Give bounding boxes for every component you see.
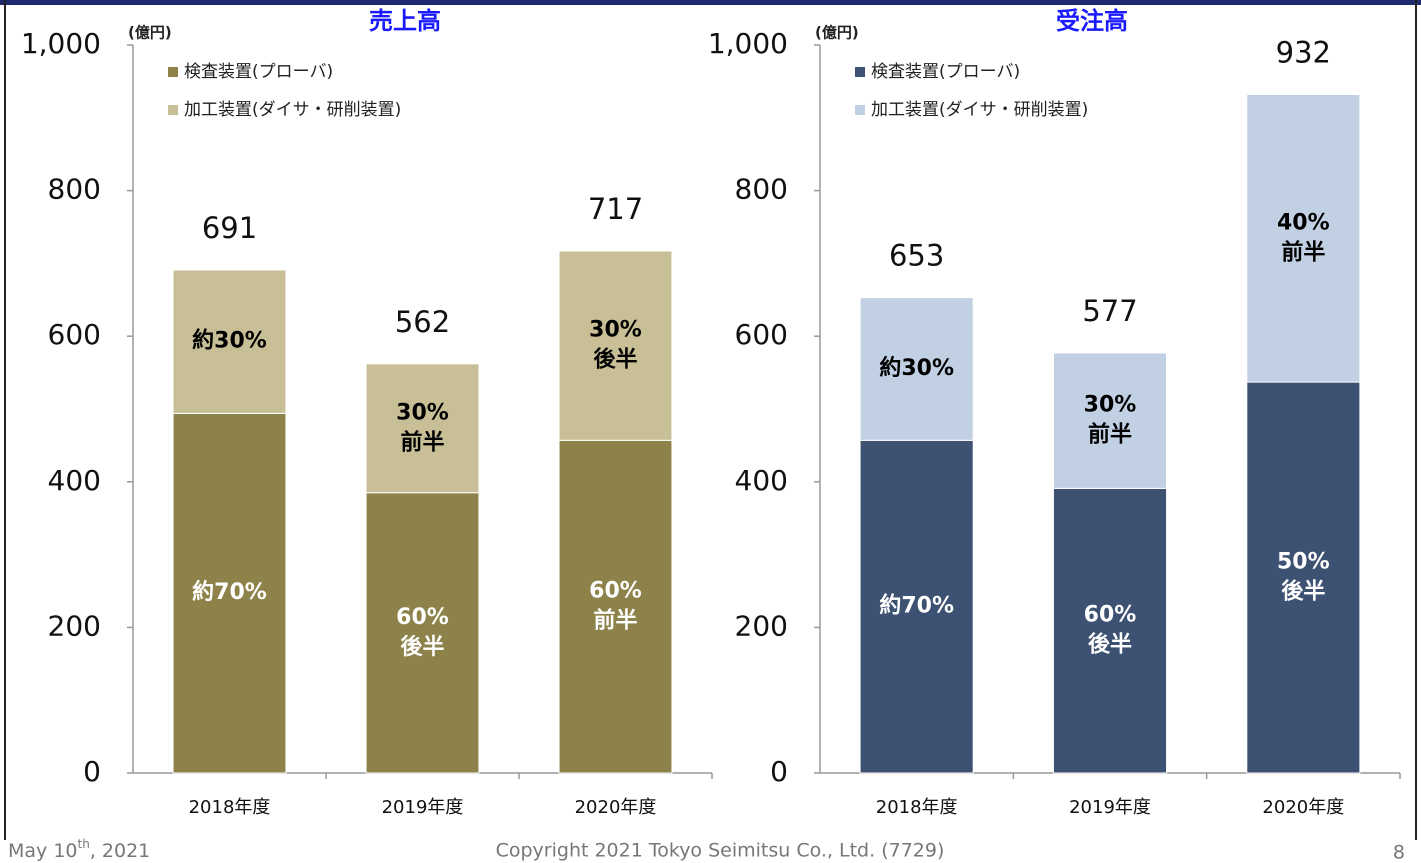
y-tick-label: 800: [735, 173, 788, 206]
segment-label: 30%: [396, 400, 449, 425]
segment-label: 前半: [593, 608, 637, 634]
legend-swatch: [855, 105, 865, 115]
date: May 10: [8, 840, 78, 862]
segment-label: 前半: [400, 429, 444, 455]
bar-segment: [558, 250, 673, 441]
bar-segment: [172, 269, 287, 414]
total-label: 653: [889, 239, 944, 273]
bar-segment: [1052, 352, 1168, 489]
segment-label: 前半: [1281, 239, 1325, 265]
chart-title: 売上高: [369, 7, 441, 35]
legend-label: 検査装置(プローバ): [184, 62, 333, 82]
y-tick-label: 1,000: [708, 27, 788, 60]
y-unit: (億円): [815, 24, 859, 42]
bar-segment: [365, 363, 480, 494]
x-tick-label: 2018年度: [189, 797, 271, 818]
bar-segment: [859, 297, 974, 441]
segment-label: 約70%: [192, 579, 267, 605]
segment-label: 約30%: [192, 328, 267, 354]
copyright: Copyright 2021 Tokyo Seimitsu Co., Ltd. …: [496, 840, 945, 862]
legend-swatch: [168, 105, 178, 115]
legend-label: 検査装置(プローバ): [871, 62, 1020, 82]
bar-segment: [859, 439, 974, 774]
y-tick-label: 400: [735, 464, 788, 497]
y-tick-label: 200: [735, 609, 788, 642]
segment-label: 60%: [396, 605, 449, 630]
top-rule: [0, 0, 1421, 5]
bar-segment: [1052, 487, 1168, 774]
legend-label: 加工装置(ダイサ・研削装置): [871, 100, 1088, 120]
page-number: 8: [1393, 842, 1405, 863]
total-label: 562: [395, 305, 450, 339]
segment-label: 約30%: [879, 355, 954, 381]
y-tick-label: 0: [83, 755, 101, 788]
x-tick-label: 2020年度: [575, 797, 657, 818]
date-rest: , 2021: [90, 840, 150, 862]
segment-label: 前半: [1088, 422, 1132, 448]
segment-label: 後半: [1088, 632, 1132, 658]
x-tick-label: 2020年度: [1262, 797, 1344, 818]
segment-label: 約70%: [879, 593, 954, 619]
date-suffix: th: [78, 837, 90, 851]
segment-label: 後半: [400, 634, 444, 660]
bar-segment: [1246, 381, 1361, 774]
y-unit: (億円): [128, 24, 172, 42]
legend-label: 加工装置(ダイサ・研削装置): [184, 100, 401, 120]
segment-label: 後半: [1281, 579, 1325, 605]
y-tick-label: 600: [735, 318, 788, 351]
segment-label: 30%: [589, 318, 642, 343]
segment-label: 60%: [1084, 603, 1137, 628]
total-label: 717: [588, 192, 643, 226]
bar-segment: [1246, 94, 1361, 383]
legend-swatch: [855, 67, 865, 77]
y-tick-label: 600: [48, 318, 101, 351]
bar-segment: [172, 412, 287, 774]
legend-swatch: [168, 67, 178, 77]
x-tick-label: 2018年度: [876, 797, 958, 818]
y-tick-label: 1,000: [21, 27, 101, 60]
y-tick-label: 800: [48, 173, 101, 206]
segment-label: 50%: [1277, 550, 1330, 575]
footer-date: May 10th, 2021: [8, 837, 150, 862]
y-tick-label: 200: [48, 609, 101, 642]
x-tick-label: 2019年度: [1069, 797, 1151, 818]
segment-label: 60%: [589, 579, 642, 604]
total-label: 577: [1082, 294, 1137, 328]
x-tick-label: 2019年度: [382, 797, 464, 818]
y-tick-label: 400: [48, 464, 101, 497]
segment-label: 40%: [1277, 210, 1330, 235]
bar-segment: [365, 492, 480, 774]
bar-segment: [558, 439, 673, 774]
segment-label: 後半: [593, 347, 637, 373]
total-label: 691: [202, 211, 257, 245]
y-tick-label: 0: [770, 755, 788, 788]
segment-label: 30%: [1084, 393, 1137, 418]
chart-title: 受注高: [1056, 7, 1128, 35]
total-label: 932: [1276, 36, 1331, 70]
